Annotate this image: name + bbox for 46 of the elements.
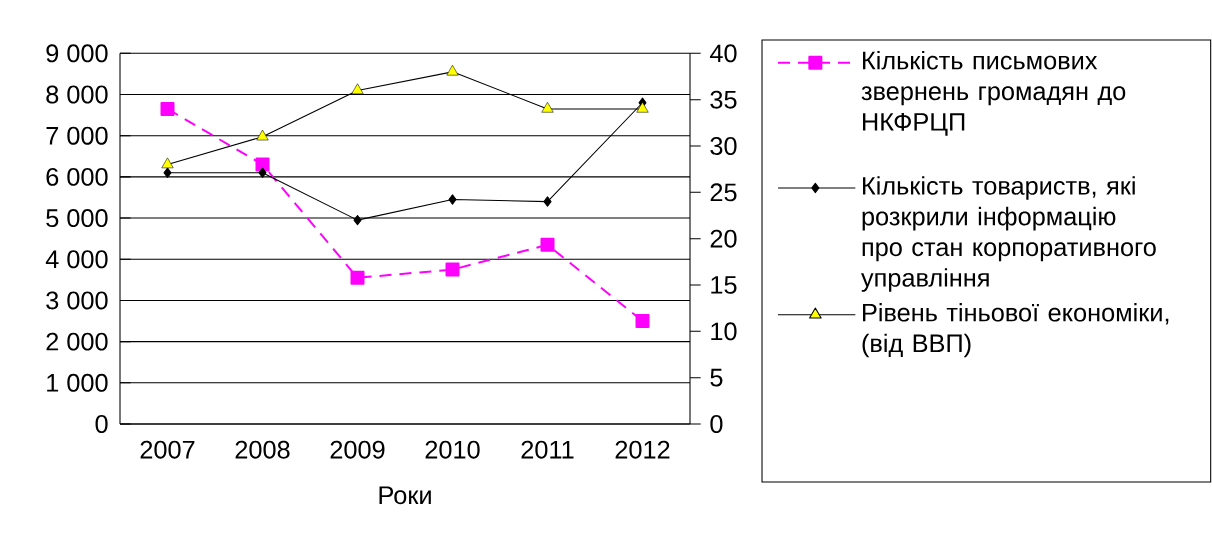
point bbox=[448, 194, 457, 205]
point bbox=[160, 101, 175, 116]
point bbox=[351, 83, 364, 94]
y2-tick-label: 10 bbox=[711, 322, 737, 341]
y-tick-label: 7 000 bbox=[46, 126, 108, 145]
y2-tick-label: 30 bbox=[710, 137, 737, 155]
y-tick-label: 2 000 bbox=[46, 332, 108, 351]
point bbox=[353, 214, 362, 226]
y2-tick-label: 40 bbox=[709, 44, 737, 63]
point bbox=[258, 167, 267, 178]
point bbox=[256, 129, 269, 141]
legend-label: Кількість товариств, які розкрили інформацію про стан корпоративного управління bbox=[861, 176, 1156, 292]
y-tick-label: 5 000 bbox=[46, 209, 108, 228]
y2-tick-label: 35 bbox=[710, 90, 737, 109]
x-tick-label: 2007 bbox=[140, 440, 195, 459]
y-tick-label: 3 000 bbox=[46, 291, 108, 310]
y-tick-label: 4 000 bbox=[45, 250, 108, 269]
point bbox=[161, 157, 174, 169]
point bbox=[540, 237, 555, 252]
y2-tick-label: 15 bbox=[711, 276, 737, 294]
y2-tick-label: 25 bbox=[710, 183, 737, 202]
x-axis-title: Роки bbox=[379, 486, 431, 505]
x-tick-label: 2010 bbox=[425, 440, 480, 459]
point bbox=[446, 64, 459, 76]
y2-tick-label: 20 bbox=[710, 229, 737, 248]
y-tick-label: 8 000 bbox=[46, 85, 108, 104]
point bbox=[163, 167, 172, 178]
y-tick-label: 0 bbox=[95, 415, 108, 433]
y-tick-label: 9 000 bbox=[46, 44, 108, 63]
x-tick-label: 2008 bbox=[235, 440, 290, 459]
y2-tick-label: 0 bbox=[710, 415, 723, 433]
point bbox=[543, 196, 552, 207]
point bbox=[445, 262, 460, 277]
point bbox=[636, 101, 649, 113]
point bbox=[635, 314, 650, 329]
point bbox=[255, 157, 270, 172]
y-tick-label: 1 000 bbox=[47, 373, 108, 392]
legend-label: Кількість письмових звернень громадян до НКФРЦП bbox=[861, 50, 1126, 136]
y2-tick-label: 5 bbox=[710, 368, 723, 387]
x-tick-label: 2009 bbox=[330, 440, 385, 459]
point bbox=[541, 101, 554, 113]
y-tick-label: 6 000 bbox=[46, 167, 108, 186]
point bbox=[350, 270, 365, 285]
x-tick-label: 2012 bbox=[615, 440, 670, 459]
legend-label: Рівень тіньової економіки, (від ВВП) bbox=[862, 303, 1169, 358]
x-tick-label: 2011 bbox=[521, 440, 574, 459]
